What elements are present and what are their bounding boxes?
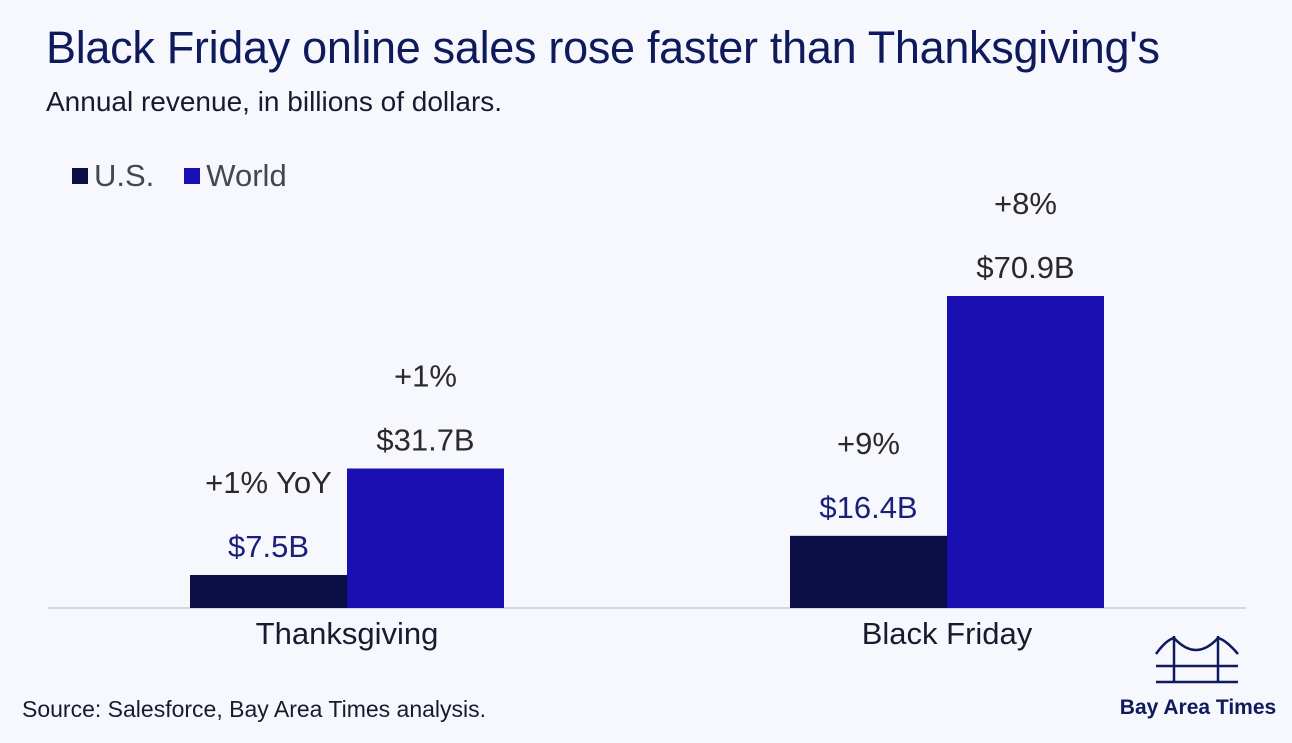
- bar-black-friday-us: [790, 535, 947, 608]
- value-label-thanksgiving-world: $31.7B: [376, 423, 474, 458]
- bar-thanksgiving-us: [190, 574, 347, 608]
- change-label-black-friday-us: +9%: [837, 426, 900, 461]
- legend-swatch-world: [184, 168, 201, 184]
- bar-thanksgiving-world: [347, 468, 504, 608]
- change-label-thanksgiving-world: +1%: [394, 359, 457, 394]
- value-label-black-friday-world: $70.9B: [976, 250, 1074, 285]
- legend-swatch-us: [72, 168, 88, 184]
- chart-subtitle: Annual revenue, in billions of dollars.: [46, 86, 503, 117]
- bar-black-friday-world: [947, 296, 1104, 608]
- legend-label-us: U.S.: [94, 158, 155, 193]
- brand-name: Bay Area Times: [1119, 696, 1277, 719]
- x-tick-label-thanksgiving: Thanksgiving: [256, 616, 439, 651]
- change-label-thanksgiving-us: +1% YoY: [205, 465, 332, 500]
- chart-title: Black Friday online sales rose faster th…: [46, 22, 1160, 73]
- value-label-thanksgiving-us: $7.5B: [228, 529, 309, 564]
- legend-label-world: World: [206, 158, 287, 193]
- legend: U.S. World: [72, 158, 317, 194]
- brand-logo: Bay Area Times: [1108, 632, 1288, 727]
- value-label-black-friday-us: $16.4B: [819, 490, 917, 525]
- source-note: Source: Salesforce, Bay Area Times analy…: [22, 696, 487, 722]
- x-tick-label-black-friday: Black Friday: [862, 616, 1033, 651]
- legend-item-us: U.S.: [72, 158, 154, 194]
- legend-item-world: World: [184, 158, 287, 194]
- bridge-icon: [1154, 636, 1239, 684]
- change-label-black-friday-world: +8%: [994, 186, 1057, 221]
